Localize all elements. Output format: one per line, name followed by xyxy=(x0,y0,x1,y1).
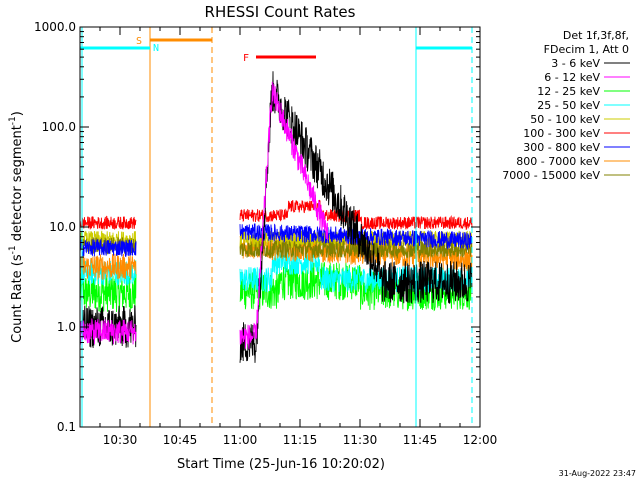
y-axis-label-end: ) xyxy=(10,111,25,116)
legend-entry: 800 - 7000 keV xyxy=(516,155,600,168)
series-line-7 xyxy=(79,253,137,281)
x-tick-label: 11:45 xyxy=(403,433,438,447)
legend-entry: 300 - 800 keV xyxy=(523,141,600,154)
flare-label: F xyxy=(243,53,249,64)
series-line-5 xyxy=(239,199,473,231)
y-tick-label: 1.0 xyxy=(57,320,76,334)
x-tick-label: 10:30 xyxy=(103,433,138,447)
x-tick-label: 11:15 xyxy=(283,433,318,447)
x-tick-label: 11:00 xyxy=(223,433,258,447)
y-tick-label: 1000.0 xyxy=(34,20,76,34)
y-axis-label-main: Count Rate (s xyxy=(10,254,25,343)
legend-entry: 25 - 50 keV xyxy=(537,99,600,112)
footer-date: 31-Aug-2022 23:47 xyxy=(559,469,636,478)
legend-entry: 100 - 300 keV xyxy=(523,127,600,140)
x-tick-label: 11:30 xyxy=(343,433,378,447)
legend-entry: 3 - 6 keV xyxy=(551,57,600,70)
y-tick-label: 0.1 xyxy=(57,420,76,434)
y-axis: 1000.0 100.0 10.0 1.0 0.1 xyxy=(34,20,480,434)
chart-title: RHESSI Count Rates xyxy=(205,3,356,21)
series-line-1 xyxy=(79,318,137,345)
series-line-6 xyxy=(79,238,137,258)
series-line-0 xyxy=(239,71,473,363)
legend-entry: 12 - 25 keV xyxy=(537,85,600,98)
y-tick-label: 10.0 xyxy=(49,220,76,234)
x-axis: 10:30 10:45 11:00 11:15 11:30 11:45 12:00 xyxy=(79,27,498,447)
night-label: N xyxy=(153,43,159,54)
plot-lines xyxy=(79,71,473,363)
x-tick-label: 12:00 xyxy=(463,433,498,447)
legend-header: Det 1f,3f,8f, xyxy=(563,29,629,42)
legend-entry: 7000 - 15000 keV xyxy=(502,169,600,182)
legend-entry: 50 - 100 keV xyxy=(530,113,600,126)
series-line-8 xyxy=(239,239,473,260)
y-axis-label-mid: detector segment xyxy=(10,125,25,245)
x-axis-label: Start Time (25-Jun-16 10:20:02) xyxy=(177,457,385,472)
x-tick-label: 10:45 xyxy=(163,433,198,447)
legend-entry: 6 - 12 keV xyxy=(544,71,600,84)
y-tick-label: 100.0 xyxy=(42,120,76,134)
y-axis-label: Count Rate (s-1 detector segment-1) xyxy=(8,111,25,343)
series-line-5 xyxy=(79,215,137,231)
y-axis-label-sup2: -1 xyxy=(8,116,18,125)
annotations: SN F xyxy=(80,27,473,427)
saa-label: S xyxy=(136,36,142,47)
y-axis-label-sup1: -1 xyxy=(8,245,18,254)
legend-header: FDecim 1, Att 0 xyxy=(544,43,629,56)
series-line-1 xyxy=(239,81,329,350)
